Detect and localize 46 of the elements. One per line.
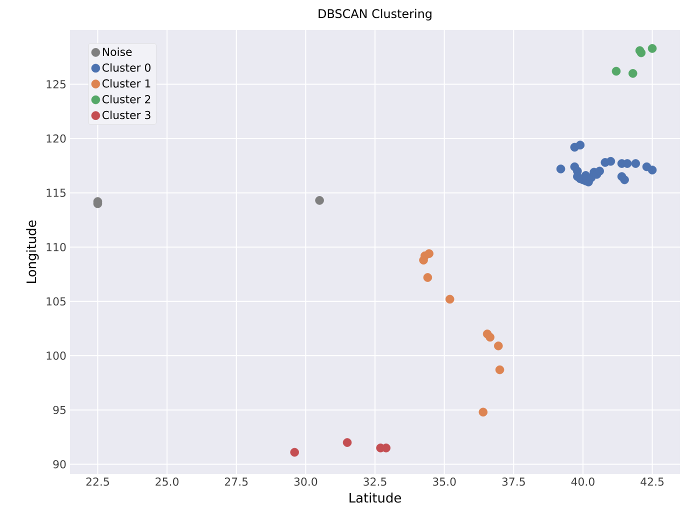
point bbox=[606, 156, 616, 166]
x-axis-title: Latitude bbox=[350, 492, 401, 503]
y-axis-title: Longitude bbox=[26, 220, 39, 283]
point bbox=[486, 332, 494, 342]
legend-label: Cluster 1 bbox=[102, 79, 150, 88]
x-tick-label: 35.0 bbox=[432, 478, 456, 486]
point bbox=[648, 44, 657, 53]
point bbox=[478, 408, 488, 417]
point bbox=[495, 365, 504, 374]
point bbox=[494, 342, 503, 350]
y-tick-label: 90 bbox=[53, 460, 66, 468]
point bbox=[617, 172, 626, 181]
legend-label: Cluster 0 bbox=[102, 63, 150, 72]
x-tick-label: 32.5 bbox=[364, 478, 386, 486]
x-tick-label: 27.5 bbox=[224, 478, 248, 486]
point bbox=[595, 166, 604, 176]
y-tick-label: 100 bbox=[46, 352, 66, 360]
point bbox=[342, 438, 352, 447]
x-tick-label: 37.5 bbox=[502, 478, 525, 486]
point bbox=[556, 164, 566, 174]
point bbox=[419, 256, 428, 265]
point bbox=[648, 166, 657, 174]
legend-label: Cluster 3 bbox=[102, 110, 150, 120]
point bbox=[424, 249, 434, 258]
point bbox=[576, 140, 585, 150]
y-tick-label: 125 bbox=[46, 80, 66, 88]
x-tick-label: 30.0 bbox=[294, 478, 318, 486]
x-tick-label: 40.0 bbox=[571, 478, 594, 486]
point bbox=[612, 66, 621, 76]
point bbox=[628, 69, 638, 78]
x-tick-label: 22.5 bbox=[86, 478, 109, 486]
point bbox=[445, 294, 454, 304]
point bbox=[315, 196, 324, 205]
chart-title: DBSCAN Clustering bbox=[318, 8, 432, 20]
legend-label: Noise bbox=[102, 48, 132, 56]
y-tick-label: 120 bbox=[46, 134, 66, 143]
y-tick-label: 105 bbox=[46, 297, 66, 306]
x-tick-label: 25.0 bbox=[156, 478, 179, 486]
point bbox=[423, 273, 432, 282]
point bbox=[290, 448, 299, 457]
legend-label: Cluster 2 bbox=[102, 94, 150, 104]
y-tick-label: 115 bbox=[46, 188, 66, 197]
x-tick-label: 42.5 bbox=[640, 478, 664, 486]
y-tick-label: 95 bbox=[53, 406, 66, 414]
point bbox=[631, 159, 640, 168]
y-tick-label: 110 bbox=[46, 242, 66, 252]
